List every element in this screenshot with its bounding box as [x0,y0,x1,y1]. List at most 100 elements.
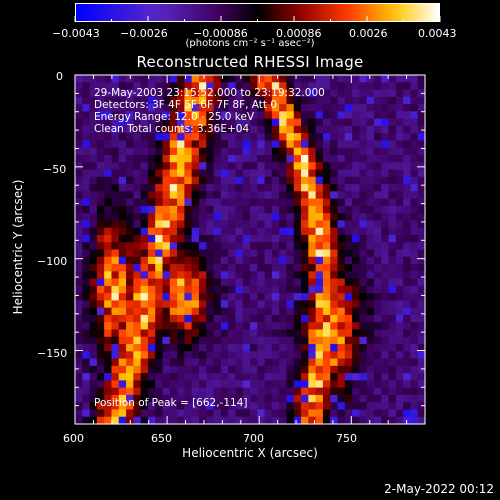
heatmap-pixel [220,176,229,185]
heatmap-pixel [366,75,375,83]
heatmap-pixel [220,234,229,243]
heatmap-pixel [169,365,178,374]
heatmap-pixel [235,409,244,418]
heatmap-pixel [410,351,419,360]
heatmap-pixel [359,191,368,200]
heatmap-pixel [169,402,178,411]
heatmap-pixel [293,234,302,243]
heatmap-pixel [337,409,346,418]
heatmap-pixel [111,154,120,163]
heatmap-pixel [235,380,244,389]
heatmap-pixel [344,96,353,105]
heatmap-pixel [220,365,229,374]
heatmap-pixel [220,154,229,163]
heatmap-pixel [315,220,324,229]
heatmap-pixel [366,191,375,200]
heatmap-pixel [220,402,229,411]
heatmap-pixel [359,198,368,207]
heatmap-pixel [373,249,382,258]
heatmap-pixel [279,227,288,236]
heatmap-pixel [315,329,324,338]
heatmap-pixel [235,278,244,287]
heatmap-pixel [96,176,105,185]
heatmap-pixel [75,75,83,83]
heatmap-pixel [366,416,375,425]
heatmap-pixel [344,394,353,403]
heatmap-pixel [235,264,244,272]
heatmap-pixel [395,154,404,163]
heatmap-pixel [220,227,229,236]
heatmap-pixel [169,154,178,163]
heatmap-pixel [220,373,229,381]
heatmap-pixel [395,205,404,214]
heatmap-pixel [198,234,207,243]
heatmap-pixel [250,176,258,185]
heatmap-pixel [133,111,142,120]
heatmap-pixel [184,278,193,287]
heatmap-pixel [126,322,134,331]
heatmap-pixel [242,264,251,272]
heatmap-pixel [344,387,353,396]
heatmap-pixel [213,140,222,149]
heatmap-pixel [286,125,295,134]
heatmap-pixel [286,249,295,258]
heatmap-pixel [126,264,134,272]
heatmap-pixel [257,227,266,236]
heatmap-pixel [242,300,251,309]
heatmap-pixel [257,271,266,280]
heatmap-pixel [271,184,280,192]
heatmap-pixel [337,198,346,207]
heatmap-pixel [126,285,134,294]
heatmap-pixel [330,220,339,229]
heatmap-pixel [257,365,266,374]
heatmap-pixel [242,125,251,134]
heatmap-pixel [169,220,178,229]
heatmap-pixel [155,205,164,214]
heatmap-pixel [177,300,185,309]
heatmap-pixel [220,242,229,251]
heatmap-pixel [352,104,360,112]
heatmap-pixel [111,198,120,207]
heatmap-pixel [293,380,302,389]
heatmap-pixel [381,373,390,381]
heatmap-pixel [337,365,346,374]
heatmap-pixel [308,322,317,331]
heatmap-pixel [82,162,91,171]
heatmap-pixel [75,111,83,120]
heatmap-pixel [126,104,134,112]
heatmap-pixel [352,249,360,258]
heatmap-pixel [308,118,317,127]
heatmap-pixel [315,336,324,345]
heatmap-pixel [359,140,368,149]
heatmap-pixel [271,75,280,83]
heatmap-pixel [250,409,258,418]
heatmap-pixel [279,104,288,112]
heatmap-pixel [250,205,258,214]
heatmap-pixel [373,380,382,389]
heatmap-pixel [147,140,156,149]
heatmap-pixel [293,220,302,229]
heatmap-pixel [359,256,368,265]
heatmap-pixel [403,133,412,142]
heatmap-pixel [257,351,266,360]
heatmap-pixel [147,314,156,323]
heatmap-pixel [352,307,360,316]
heatmap-pixel [104,278,113,287]
heatmap-pixel [293,307,302,316]
heatmap-pixel [257,147,266,156]
heatmap-pixel [250,285,258,294]
heatmap-pixel [140,358,149,367]
heatmap-pixel [184,75,193,83]
heatmap-pixel [279,344,288,352]
heatmap-pixel [308,365,317,374]
heatmap-pixel [264,96,273,105]
heatmap-pixel [220,125,229,134]
heatmap-pixel [140,314,149,323]
heatmap-pixel [133,234,142,243]
heatmap-pixel [96,329,105,338]
heatmap-pixel [220,96,229,105]
heatmap-pixel [169,227,178,236]
heatmap-pixel [322,278,331,287]
heatmap-pixel [257,358,266,367]
heatmap-pixel [352,169,360,178]
